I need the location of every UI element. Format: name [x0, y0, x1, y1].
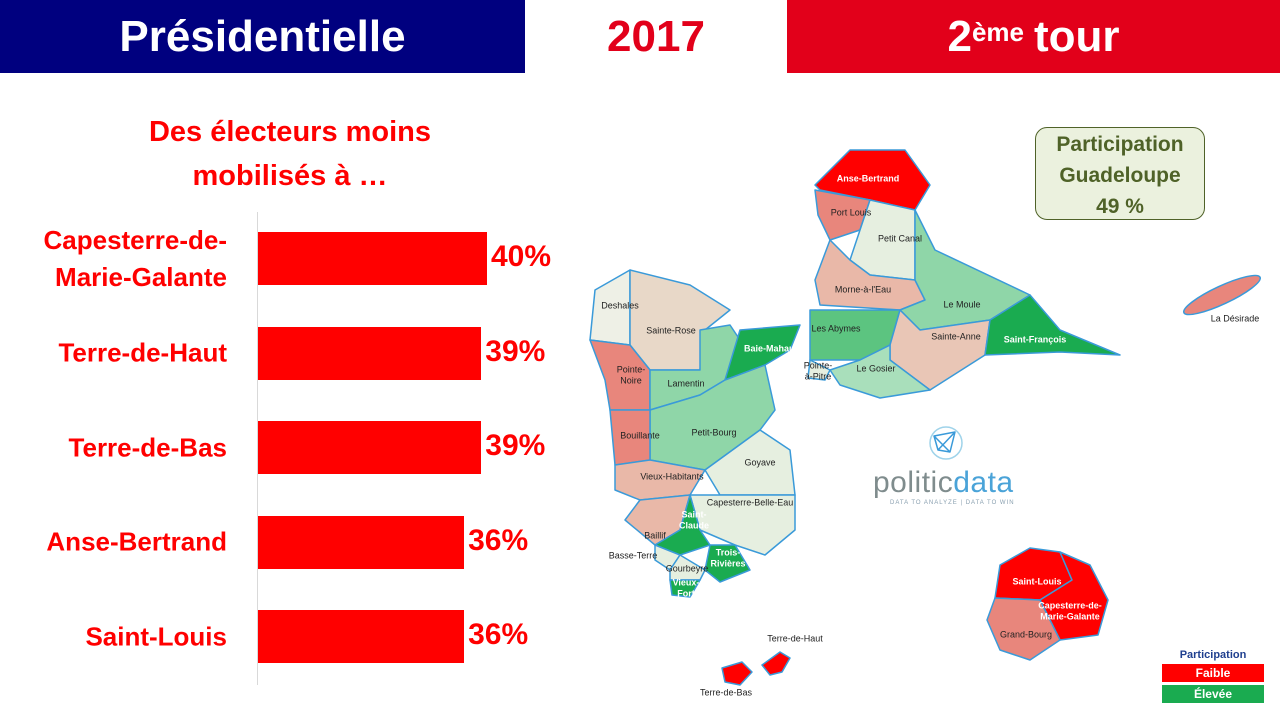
- participation-box: Participation Guadeloupe 49 %: [1035, 127, 1205, 220]
- commune-label: Terre-de-Haut: [767, 633, 823, 643]
- region: [669, 579, 701, 598]
- commune-label: Sainte-Anne: [931, 331, 981, 341]
- region: [984, 294, 1121, 356]
- commune-label: Pointe-: [804, 360, 833, 370]
- map-labels: Anse-Bertrand Port Louis Petit Canal Morne-…: [601, 173, 1259, 697]
- region: [1182, 274, 1262, 316]
- legend-item: Élevée: [1162, 685, 1264, 703]
- region: [721, 661, 753, 686]
- commune-label: Petit Canal: [878, 233, 922, 243]
- participation-line: Guadeloupe: [1059, 164, 1181, 187]
- commune-label: Terre-de-Bas: [700, 687, 753, 697]
- logo-tagline: DATA TO ANALYZE | DATA TO WIN: [890, 500, 1015, 506]
- category-label: Terre-de-Bas: [68, 432, 227, 462]
- commune-label: Lamentin: [667, 378, 704, 388]
- commune-label: Capesterre-de-: [1038, 600, 1102, 610]
- commune-label: Les Abymes: [811, 323, 861, 333]
- header-round-number: 2: [947, 11, 972, 61]
- region: [986, 597, 1061, 661]
- commune-label: à-Pitre: [805, 371, 832, 381]
- commune-label: Sainte-Rose: [646, 325, 696, 335]
- commune-label: Le Gosier: [856, 363, 895, 373]
- commune-label: Grand-Bourg: [1000, 629, 1052, 639]
- category-label: Saint-Louis: [85, 621, 227, 651]
- commune-label: Petit-Bourg: [691, 427, 736, 437]
- category-label: Capesterre-de-Marie-Galante: [43, 224, 227, 292]
- region: [704, 544, 751, 583]
- region: [724, 324, 801, 381]
- commune-label: Saint-Louis: [1013, 576, 1062, 586]
- commune-label: Baie-Mahault: [744, 343, 800, 353]
- category-label: Anse-Bertrand: [46, 526, 227, 557]
- value-label: 36%: [468, 618, 529, 651]
- region: [761, 651, 791, 676]
- commune-label: Port Louis: [831, 207, 872, 217]
- category-label: Terre-de-Haut: [58, 337, 227, 368]
- commune-label: Anse-Bertrand: [837, 173, 900, 183]
- commune-label: Vieux-: [673, 577, 700, 587]
- bar: [258, 421, 482, 474]
- commune-label: Saint-François: [1004, 334, 1067, 344]
- header-year: 2017: [607, 11, 705, 61]
- map-shapes: [589, 149, 1262, 686]
- bar: [258, 515, 465, 569]
- header-round-word: tour: [1034, 11, 1120, 61]
- legend-item: Faible: [1162, 664, 1264, 682]
- commune-label: Claude: [679, 520, 709, 530]
- commune-label: Morne-à-l'Eau: [835, 284, 891, 294]
- participation-line: Participation: [1056, 133, 1184, 156]
- logo-network: [933, 431, 956, 453]
- header-left: Présidentielle: [0, 0, 525, 73]
- header-round-suffix: ème: [971, 17, 1024, 47]
- header-middle: 2017: [525, 0, 787, 73]
- commune-label: Deshales: [601, 300, 639, 310]
- value-label: 40%: [491, 240, 552, 273]
- bar: [258, 232, 487, 285]
- commune-label: Capesterre-Belle-Eau: [707, 497, 794, 507]
- bar: [258, 326, 482, 380]
- participation-line: 49 %: [1096, 195, 1144, 218]
- value-label: 39%: [485, 334, 546, 368]
- commune-label: Goyave: [744, 457, 775, 467]
- commune-label: Rivières: [710, 558, 745, 568]
- axis-line: [257, 212, 258, 685]
- chart-title: Des électeurs moins mobilisés à …: [148, 116, 432, 192]
- commune-label: Gourbeyre: [666, 563, 709, 573]
- region: [829, 344, 931, 399]
- region: [704, 429, 796, 496]
- commune-label: Vieux-Habitants: [640, 471, 704, 481]
- commune-label: Trois-: [716, 547, 741, 557]
- legend-title: Participation: [1179, 649, 1247, 661]
- logo-icon: [929, 426, 963, 460]
- value-label: 36%: [468, 523, 529, 557]
- commune-label: Le Moule: [943, 299, 980, 309]
- header-text: Présidentielle: [119, 11, 406, 61]
- commune-label: La Désirade: [1211, 313, 1260, 323]
- region: [814, 189, 871, 241]
- logo: politicdata: [873, 466, 1014, 500]
- commune-label: Basse-Terre: [609, 550, 658, 560]
- commune-label: Baillif: [644, 530, 666, 540]
- header-right: 2 ème tour: [787, 0, 1280, 73]
- commune-label: Pointe-: [617, 364, 646, 374]
- region: [807, 359, 831, 381]
- bar: [258, 610, 465, 663]
- commune-label: Saint-: [681, 509, 706, 519]
- value-label: 39%: [485, 429, 546, 462]
- commune-label: Bouillante: [620, 430, 660, 440]
- logo-name: politic: [873, 466, 954, 499]
- logo-circle: [929, 426, 963, 460]
- commune-label: Fort: [677, 588, 695, 598]
- commune-label: Noire: [620, 375, 642, 385]
- commune-label: Marie-Galante: [1040, 611, 1100, 621]
- logo-name: data: [953, 466, 1014, 499]
